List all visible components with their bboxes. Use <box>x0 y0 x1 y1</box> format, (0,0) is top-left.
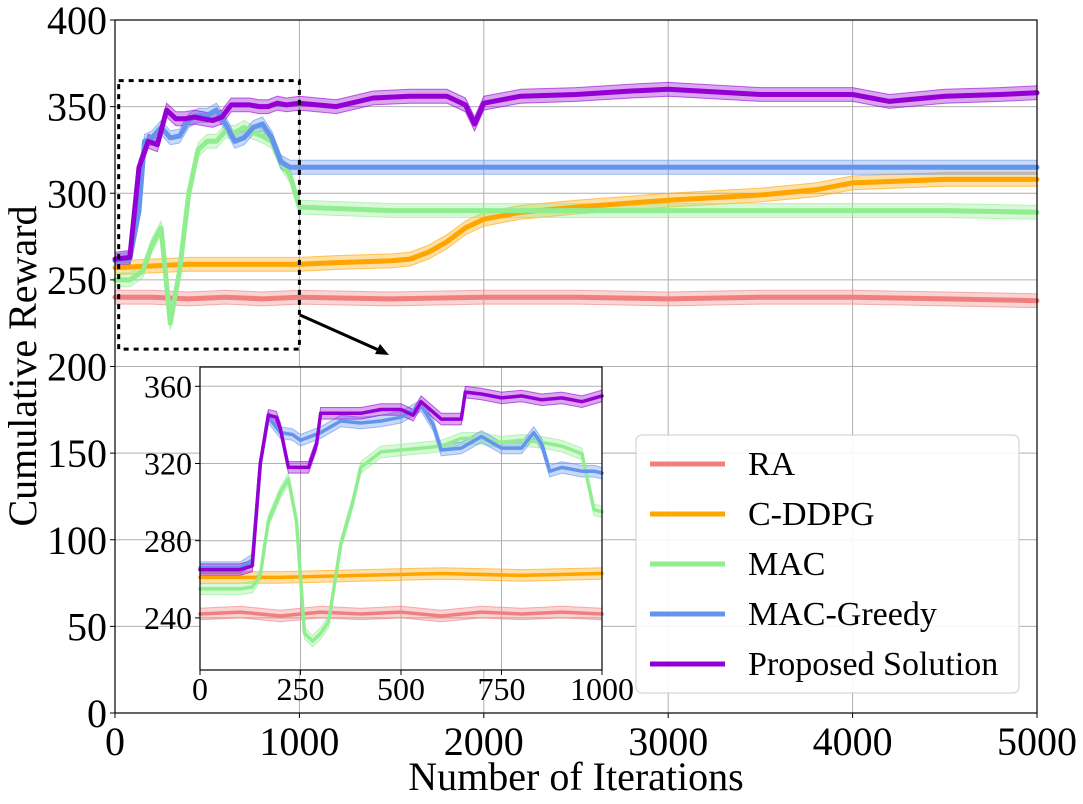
main-x-tick-label: 3000 <box>628 719 708 764</box>
main-y-ticks: 0 50 100 150 200 250 300 350 400 <box>47 0 115 736</box>
legend-box <box>635 434 1020 694</box>
inset-y-tick-label: 360 <box>144 368 192 404</box>
main-x-ticks: 0 1000 2000 3000 4000 5000 <box>105 713 1077 764</box>
main-x-tick-label: 2000 <box>444 719 524 764</box>
main-line-c-ddpg <box>112 176 1040 271</box>
legend-label-mac-greedy: MAC-Greedy <box>748 596 937 633</box>
legend-entries: RA C-DDPG MAC MAC-Greedy Proposed Solution <box>650 446 998 683</box>
inset-x-tick-label: 750 <box>478 671 526 707</box>
inset-y-ticks: 240 280 320 360 <box>144 368 200 636</box>
main-x-tick-label: 1000 <box>259 719 339 764</box>
inset-series-lines <box>198 390 604 643</box>
inset-x-tick-label: 250 <box>277 671 325 707</box>
zoom-arrow-head <box>375 344 389 355</box>
inset-line-mac-greedy <box>198 403 604 570</box>
inset-x-tick-label: 1000 <box>570 671 634 707</box>
inset-y-tick-label: 280 <box>144 523 192 559</box>
main-y-tick-label: 300 <box>47 171 107 216</box>
zoom-region-box <box>117 79 301 351</box>
inset-x-tick-label: 0 <box>192 671 208 707</box>
main-x-tick-label: 5000 <box>997 719 1077 764</box>
main-y-tick-label: 150 <box>47 431 107 476</box>
legend-label-proposed-solution: Proposed Solution <box>748 646 998 683</box>
inset-x-ticks: 0 250 500 750 1000 <box>192 670 634 707</box>
inset-line-ra <box>198 610 604 618</box>
legend-label-mac: MAC <box>748 546 825 583</box>
inset-x-tick-label: 500 <box>377 671 425 707</box>
main-x-tick-label: 4000 <box>813 719 893 764</box>
main-y-tick-label: 100 <box>47 518 107 563</box>
x-axis-label: Number of Iterations <box>408 754 743 799</box>
zoom-indicator <box>117 79 389 355</box>
inset-plot: 0 250 500 750 1000 240 280 320 360 <box>144 366 634 707</box>
inset-y-tick-label: 320 <box>144 446 192 482</box>
inset-line-mac <box>198 436 604 643</box>
main-y-tick-label: 0 <box>87 691 107 736</box>
inset-line-proposed-solution <box>198 390 604 572</box>
zoom-arrow-line <box>299 313 384 354</box>
main-series-lines <box>112 86 1040 326</box>
inset-line-c-ddpg <box>198 571 604 580</box>
main-line-ra <box>112 294 1040 304</box>
main-y-tick-label: 200 <box>47 345 107 390</box>
legend-label-ra: RA <box>748 446 796 483</box>
main-line-mac-greedy <box>112 107 1040 264</box>
legend: RA C-DDPG MAC MAC-Greedy Proposed Solution <box>635 434 1020 694</box>
main-y-tick-label: 400 <box>47 0 107 43</box>
y-axis-label: Cumulative Reward <box>0 205 45 526</box>
main-x-tick-label: 0 <box>105 719 125 764</box>
main-y-tick-label: 250 <box>47 258 107 303</box>
main-y-tick-label: 350 <box>47 85 107 130</box>
inset-y-tick-label: 240 <box>144 600 192 636</box>
legend-label-c-ddpg: C-DDPG <box>748 496 875 533</box>
main-y-tick-label: 50 <box>67 604 107 649</box>
